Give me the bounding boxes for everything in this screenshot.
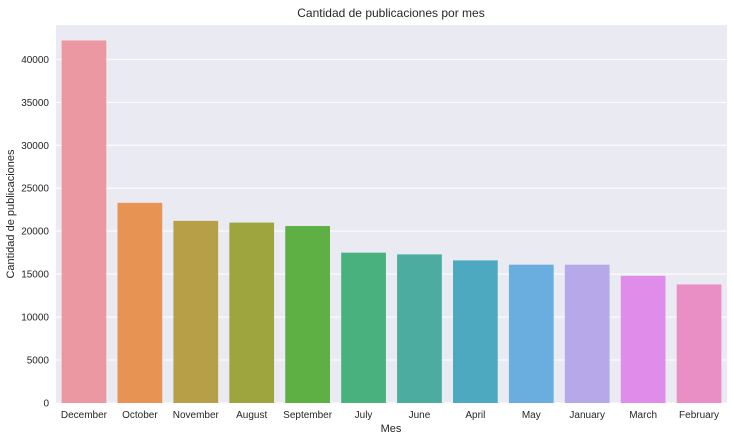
x-axis-label: Mes (381, 423, 402, 435)
bar-february (676, 284, 722, 403)
x-tick-label: December (61, 410, 108, 421)
bars (61, 40, 722, 404)
bar-april (453, 260, 498, 403)
y-tick-label: 10000 (21, 313, 49, 324)
x-tick-label: May (522, 410, 541, 421)
x-tick-label: March (629, 410, 657, 421)
bar-december (61, 40, 107, 404)
bar-may (508, 264, 554, 403)
bar-july (341, 252, 386, 403)
x-tick-label: November (173, 410, 220, 421)
x-tick-label: July (355, 410, 373, 421)
bar-june (397, 254, 442, 403)
y-tick-label: 5000 (27, 356, 50, 367)
bar-january (564, 264, 610, 403)
y-axis-label: Cantidad de publicaciones (5, 149, 17, 279)
bar-august (229, 222, 275, 403)
bar-march (620, 275, 666, 403)
y-tick-label: 15000 (21, 270, 49, 281)
x-tick-label: January (569, 410, 605, 421)
bar-november (173, 220, 219, 403)
bar-september (285, 226, 330, 403)
chart-title: Cantidad de publicaciones por mes (297, 6, 484, 20)
plot-area (56, 25, 727, 403)
y-tick-label: 25000 (21, 184, 49, 195)
x-axis-ticks: December October November August September Ju… (61, 410, 719, 421)
x-tick-label: September (283, 410, 333, 421)
gridlines (56, 58, 727, 404)
y-tick-label: 0 (43, 399, 49, 410)
y-tick-label: 20000 (21, 227, 49, 238)
y-axis-ticks: 0 5000 10000 15000 20000 25000 30000 35000 40000 (21, 55, 49, 410)
x-tick-label: August (236, 410, 267, 421)
x-tick-label: April (465, 410, 485, 421)
x-tick-label: February (679, 410, 719, 421)
x-tick-label: June (409, 410, 431, 421)
y-tick-label: 35000 (21, 98, 49, 109)
bar-october (117, 202, 163, 403)
y-tick-label: 40000 (21, 55, 49, 66)
x-tick-label: October (122, 410, 158, 421)
y-tick-label: 30000 (21, 141, 49, 152)
